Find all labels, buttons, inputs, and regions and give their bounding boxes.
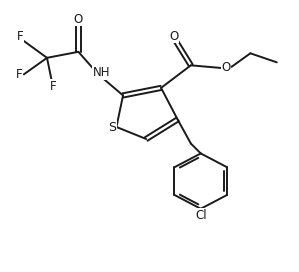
Text: F: F — [16, 68, 22, 81]
Text: O: O — [169, 30, 178, 43]
Text: F: F — [50, 80, 57, 93]
Text: Cl: Cl — [195, 209, 207, 222]
Text: S: S — [109, 121, 117, 134]
Text: F: F — [17, 30, 24, 43]
Text: NH: NH — [93, 66, 110, 79]
Text: O: O — [222, 61, 231, 74]
Text: O: O — [74, 13, 83, 26]
